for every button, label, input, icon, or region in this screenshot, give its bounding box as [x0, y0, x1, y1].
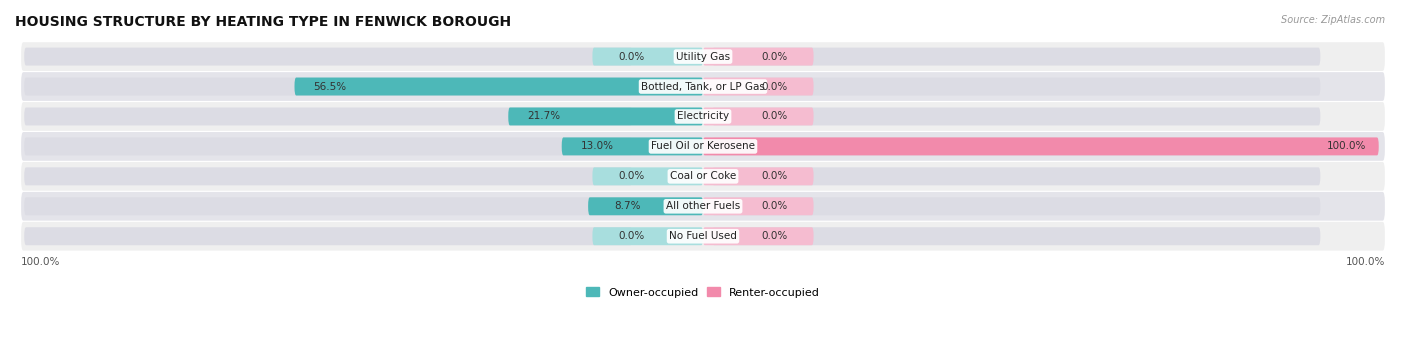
FancyBboxPatch shape — [24, 48, 633, 65]
Text: 13.0%: 13.0% — [581, 142, 614, 151]
Text: Fuel Oil or Kerosene: Fuel Oil or Kerosene — [651, 142, 755, 151]
FancyBboxPatch shape — [713, 167, 1320, 185]
FancyBboxPatch shape — [703, 137, 1379, 155]
FancyBboxPatch shape — [24, 197, 633, 215]
Text: 100.0%: 100.0% — [21, 257, 60, 267]
FancyBboxPatch shape — [24, 77, 633, 95]
FancyBboxPatch shape — [703, 227, 814, 245]
FancyBboxPatch shape — [713, 48, 1320, 65]
Text: 0.0%: 0.0% — [619, 231, 644, 241]
FancyBboxPatch shape — [703, 167, 814, 185]
Text: HOUSING STRUCTURE BY HEATING TYPE IN FENWICK BOROUGH: HOUSING STRUCTURE BY HEATING TYPE IN FEN… — [15, 15, 512, 29]
Text: 0.0%: 0.0% — [762, 112, 787, 121]
FancyBboxPatch shape — [21, 222, 1385, 251]
Text: Electricity: Electricity — [676, 112, 730, 121]
Text: 0.0%: 0.0% — [619, 171, 644, 181]
Text: Utility Gas: Utility Gas — [676, 51, 730, 62]
Text: 100.0%: 100.0% — [1346, 257, 1385, 267]
FancyBboxPatch shape — [713, 197, 1320, 215]
Text: 0.0%: 0.0% — [762, 231, 787, 241]
FancyBboxPatch shape — [24, 167, 633, 185]
FancyBboxPatch shape — [21, 132, 1385, 161]
Text: 8.7%: 8.7% — [614, 201, 640, 211]
FancyBboxPatch shape — [703, 107, 814, 125]
FancyBboxPatch shape — [703, 77, 814, 95]
Legend: Owner-occupied, Renter-occupied: Owner-occupied, Renter-occupied — [581, 283, 825, 302]
Text: 0.0%: 0.0% — [762, 51, 787, 62]
Text: Coal or Coke: Coal or Coke — [669, 171, 737, 181]
Text: 0.0%: 0.0% — [619, 51, 644, 62]
FancyBboxPatch shape — [588, 197, 703, 215]
Text: 21.7%: 21.7% — [527, 112, 561, 121]
FancyBboxPatch shape — [24, 107, 633, 125]
Text: 0.0%: 0.0% — [762, 171, 787, 181]
Text: Source: ZipAtlas.com: Source: ZipAtlas.com — [1281, 15, 1385, 25]
FancyBboxPatch shape — [21, 72, 1385, 101]
FancyBboxPatch shape — [562, 137, 703, 155]
FancyBboxPatch shape — [294, 77, 703, 95]
FancyBboxPatch shape — [592, 48, 703, 65]
Text: No Fuel Used: No Fuel Used — [669, 231, 737, 241]
FancyBboxPatch shape — [713, 137, 1320, 155]
FancyBboxPatch shape — [24, 137, 633, 155]
Text: 100.0%: 100.0% — [1326, 142, 1365, 151]
Text: 0.0%: 0.0% — [762, 201, 787, 211]
FancyBboxPatch shape — [21, 192, 1385, 221]
FancyBboxPatch shape — [713, 107, 1320, 125]
FancyBboxPatch shape — [713, 227, 1320, 245]
FancyBboxPatch shape — [24, 227, 633, 245]
FancyBboxPatch shape — [21, 162, 1385, 191]
FancyBboxPatch shape — [592, 227, 703, 245]
FancyBboxPatch shape — [713, 77, 1320, 95]
Text: 0.0%: 0.0% — [762, 81, 787, 91]
Text: All other Fuels: All other Fuels — [666, 201, 740, 211]
FancyBboxPatch shape — [21, 42, 1385, 71]
Text: Bottled, Tank, or LP Gas: Bottled, Tank, or LP Gas — [641, 81, 765, 91]
FancyBboxPatch shape — [703, 197, 814, 215]
FancyBboxPatch shape — [509, 107, 703, 125]
FancyBboxPatch shape — [703, 48, 814, 65]
FancyBboxPatch shape — [592, 167, 703, 185]
FancyBboxPatch shape — [21, 102, 1385, 131]
Text: 56.5%: 56.5% — [314, 81, 347, 91]
